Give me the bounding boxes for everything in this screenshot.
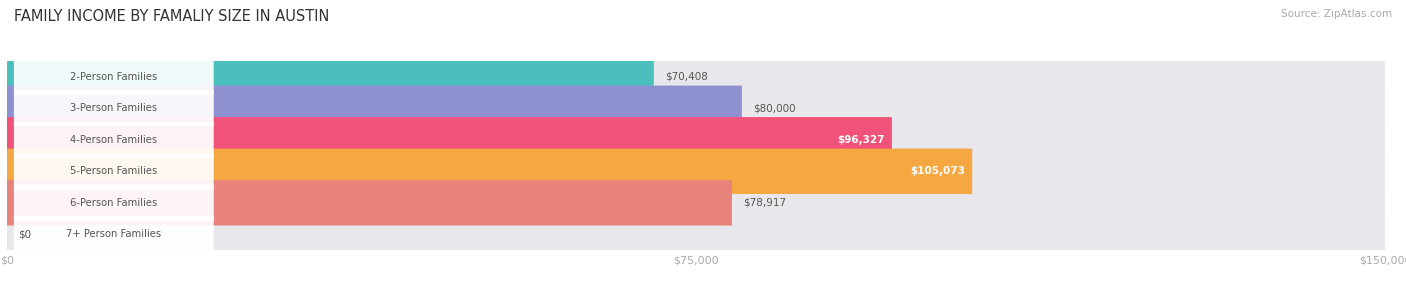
Text: 7+ Person Families: 7+ Person Families	[66, 229, 162, 239]
Text: 3-Person Families: 3-Person Families	[70, 103, 157, 113]
FancyBboxPatch shape	[14, 90, 214, 127]
FancyBboxPatch shape	[14, 153, 214, 189]
FancyBboxPatch shape	[7, 54, 654, 99]
Text: 2-Person Families: 2-Person Families	[70, 72, 157, 82]
Text: 5-Person Families: 5-Person Families	[70, 166, 157, 176]
FancyBboxPatch shape	[7, 54, 1385, 99]
FancyBboxPatch shape	[7, 86, 742, 131]
FancyBboxPatch shape	[7, 149, 972, 194]
Text: $78,917: $78,917	[742, 198, 786, 208]
Bar	[7, 156, 1385, 187]
FancyBboxPatch shape	[7, 212, 1385, 257]
Text: $96,327: $96,327	[838, 135, 884, 145]
Text: FAMILY INCOME BY FAMALIY SIZE IN AUSTIN: FAMILY INCOME BY FAMALIY SIZE IN AUSTIN	[14, 9, 329, 24]
FancyBboxPatch shape	[7, 180, 1385, 225]
Text: $80,000: $80,000	[754, 103, 796, 113]
Bar	[7, 92, 1385, 124]
FancyBboxPatch shape	[7, 149, 1385, 194]
Bar	[7, 124, 1385, 156]
Text: $105,073: $105,073	[911, 166, 966, 176]
Bar	[7, 61, 1385, 92]
FancyBboxPatch shape	[7, 117, 1385, 163]
Bar	[7, 219, 1385, 250]
Bar	[7, 187, 1385, 219]
FancyBboxPatch shape	[14, 216, 214, 253]
Text: $0: $0	[18, 229, 31, 239]
Text: 6-Person Families: 6-Person Families	[70, 198, 157, 208]
FancyBboxPatch shape	[14, 59, 214, 95]
FancyBboxPatch shape	[7, 180, 733, 225]
Text: 4-Person Families: 4-Person Families	[70, 135, 157, 145]
FancyBboxPatch shape	[14, 185, 214, 221]
FancyBboxPatch shape	[14, 122, 214, 158]
Text: $70,408: $70,408	[665, 72, 707, 82]
FancyBboxPatch shape	[7, 86, 1385, 131]
Text: Source: ZipAtlas.com: Source: ZipAtlas.com	[1281, 9, 1392, 19]
FancyBboxPatch shape	[7, 117, 891, 163]
